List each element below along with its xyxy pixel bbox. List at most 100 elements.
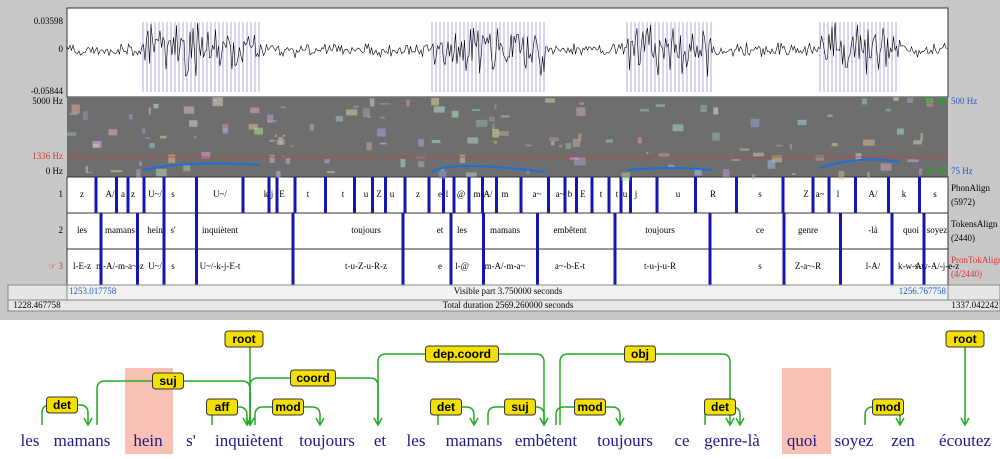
spectrogram-texture [488,116,495,122]
interval-label: l [446,189,449,199]
boundary [353,177,356,213]
spectrogram-texture [309,123,315,131]
spectrogram-texture [280,106,286,108]
boundary [99,249,103,285]
arrowhead [539,417,549,427]
spectrogram-texture [418,138,424,147]
spectrogram-texture [880,163,892,171]
interval-label: Z [376,189,382,199]
tier-count: (2440) [951,233,975,243]
interval-label: m [501,189,508,199]
interval-label: s-w-A/-j-e-z [915,261,959,271]
boundary [467,177,471,213]
spectrogram-texture [67,132,77,136]
interval-label: a [121,189,125,199]
tier-number: 1 [59,189,64,199]
interval-label: A/ [484,189,493,199]
word: mamans [54,431,111,450]
boundary [629,177,632,213]
time-label: 1228.467758 [13,300,61,310]
interval-label: e [438,189,442,199]
spectrogram-texture [885,108,891,112]
interval-label: E [580,189,586,199]
spectrogram-texture [212,97,223,107]
interval-label: l-A/ [866,261,881,271]
boundary [694,177,697,213]
arc-label: obj [631,347,649,361]
spectrogram-texture [282,134,286,137]
total-bar[interactable] [7,299,1000,312]
boundary [427,177,431,213]
spectrogram-texture [491,123,496,131]
spectrogram-panel [67,97,948,177]
interval-label: a~-b-E-t [555,261,586,271]
interval-label: -là [868,225,878,235]
spectrogram-texture [92,140,102,148]
word: s' [186,431,196,450]
word: mamans [446,431,503,450]
interval-label: A/ [106,189,115,199]
boundary [195,213,198,249]
spectrogram-texture [269,139,275,142]
arc-label-box [46,396,78,414]
spectrogram-texture [281,155,285,157]
interval-label: s [171,261,175,271]
spectrogram-texture [559,144,563,148]
tier [66,176,949,214]
spectrogram-texture [418,161,425,168]
spectrogram-texture [222,128,228,134]
word: embêtent [515,431,578,450]
arc-label-box [574,398,606,416]
spectrogram-texture [791,173,796,176]
boundary [781,177,785,213]
boundary [162,249,166,285]
interval-label: s' [170,225,176,235]
spectrogram-texture [153,103,159,109]
spectrogram-texture [926,98,934,107]
spectrogram-texture [82,111,88,121]
word: genre-là [704,431,760,450]
interval-label: a~ [556,189,565,199]
arc-label: mod [577,400,602,414]
spectrogram-texture [346,109,358,116]
spectrogram-texture [896,128,904,135]
interval-label: t [307,189,310,199]
spectrogram-texture [193,135,197,139]
arc-label-box [272,398,304,416]
interval-label: s [171,189,175,199]
boundary [324,177,327,213]
word: ce [674,431,689,450]
time-label: 1337.042242 [951,300,998,310]
spectrogram-texture [831,142,838,147]
tier-name: PhonAlign [951,183,991,193]
interval-label: a~ [533,189,542,199]
waveform-panel [66,7,949,98]
tier-name: TokensAlign [951,219,998,229]
spectrogram-texture [188,120,198,127]
spectrogram-texture [551,141,555,146]
interval-label: l-E-z [73,261,91,271]
spectrogram-texture [85,166,89,173]
spectrogram-texture [438,171,447,180]
spectrogram-texture [753,152,764,157]
spectrogram-texture [459,154,466,164]
tier-name: PronTokAlign [951,255,1000,265]
spectrogram-texture [353,105,359,108]
axis-label: 500 Hz [951,96,977,106]
word: et [374,431,387,450]
spectrogram-texture [431,139,441,144]
spectrogram-texture [149,142,155,149]
axis-label: 50 dB [925,166,947,176]
axis-label: 0 [59,44,64,54]
spectrogram-texture [254,127,264,135]
arc-label-box [624,345,656,363]
spectrogram-texture [290,145,294,147]
arc-label: mod [875,400,900,414]
arc-label: dep.coord [433,347,491,361]
spectrogram-texture [183,106,195,114]
interval-label: t-u-Z-u-R-z [345,261,387,271]
spectrogram-texture [379,103,391,105]
spectrogram-texture [838,170,845,180]
axis-label: 100 dB [921,96,947,106]
interval-label: U~/ [148,261,162,271]
